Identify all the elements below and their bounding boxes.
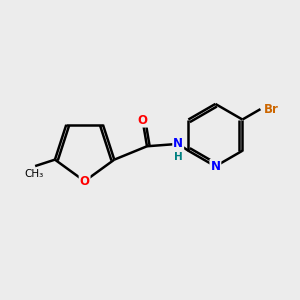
- Text: H: H: [174, 152, 183, 162]
- Text: O: O: [137, 114, 148, 127]
- Text: Br: Br: [263, 103, 278, 116]
- Text: O: O: [80, 175, 90, 188]
- Text: CH₃: CH₃: [24, 169, 43, 179]
- Text: N: N: [173, 137, 183, 150]
- Text: N: N: [210, 160, 220, 173]
